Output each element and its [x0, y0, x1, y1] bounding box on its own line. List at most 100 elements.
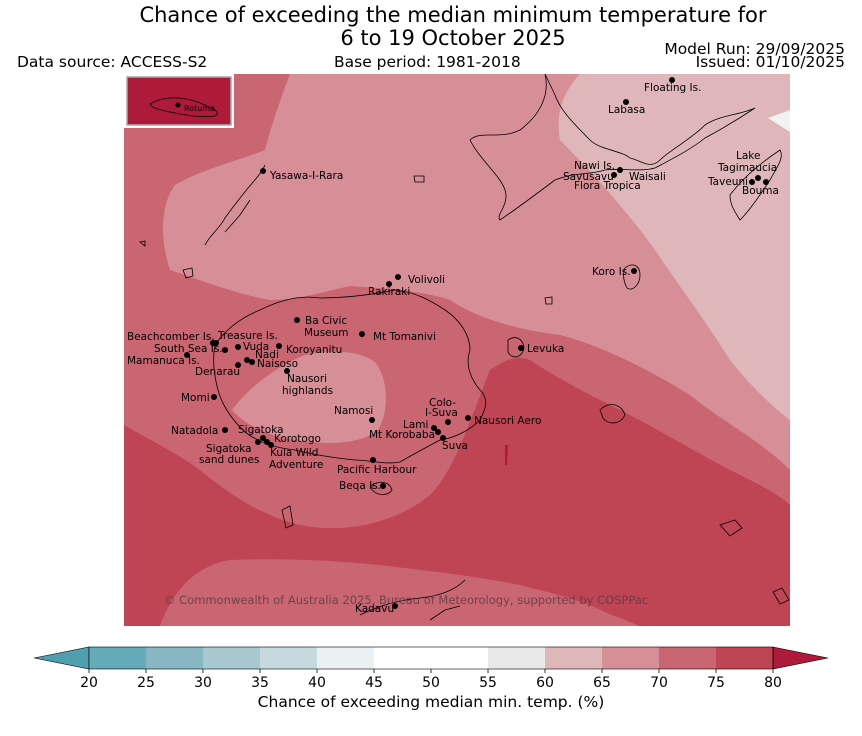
- colorbar-tick-label: 55: [479, 675, 497, 691]
- label-nausori-highlands-1: Nausori: [287, 373, 327, 385]
- label-kula-1: Kula Wild: [270, 447, 318, 459]
- band-65-70-inland: [232, 351, 386, 443]
- kadavu-coast: [359, 579, 466, 621]
- colorbar-segment-35-40: [260, 647, 317, 669]
- rotuma-inset: [124, 74, 234, 128]
- label-namosi: Namosi: [334, 405, 373, 417]
- label-bouma: Bouma: [742, 185, 779, 197]
- yasawa-coast: [204, 164, 266, 246]
- label-mt-tomanivi: Mt Tomanivi: [373, 331, 436, 343]
- label-levuka: Levuka: [527, 343, 564, 355]
- label-rakiraki: Rakiraki: [368, 286, 410, 298]
- label-kadavu: Kadavu: [355, 603, 394, 615]
- map-contours: [124, 74, 790, 626]
- colorbar-tick-label: 65: [593, 675, 611, 691]
- label-museum: Museum: [304, 327, 349, 339]
- band-above80: [505, 445, 508, 465]
- label-flora: Flora Tropica: [574, 180, 641, 192]
- label-nawi: Nawi Is.: [574, 160, 615, 172]
- model-run-label: Model Run: 29/09/2025: [664, 40, 845, 58]
- label-lake: Lake: [736, 150, 760, 162]
- label-denarau: Denarau: [195, 366, 240, 378]
- label-koro: Koro Is.: [592, 266, 631, 278]
- label-waisali: Waisali: [629, 171, 666, 183]
- copyright-notice: © Commonwealth of Australia 2025, Bureau…: [164, 593, 648, 607]
- inset-rotuma-label: Rotuma: [184, 104, 215, 113]
- colorbar-segment-45-50: [374, 647, 431, 669]
- label-volivoli: Volivoli: [408, 274, 445, 286]
- label-sigatoka-dunes-1: Sigatoka: [206, 443, 252, 455]
- label-yasawa: Yasawa-I-Rara: [269, 170, 343, 182]
- colorbar-tick-label: 70: [650, 675, 668, 691]
- band-75-80: [124, 358, 790, 626]
- label-suva: Suva: [442, 440, 468, 452]
- label-taveuni: Taveuni: [707, 176, 748, 188]
- label-savusavu: Savusavu: [563, 171, 614, 183]
- colorbar-ticks: 20 25 30 35 40 45 50 55 60 65 70 75 80: [80, 669, 782, 691]
- label-nadi: Nadi: [255, 349, 279, 361]
- label-sigatoka: Sigatoka: [238, 424, 284, 436]
- label-ba-civic: Ba Civic: [305, 315, 347, 327]
- colorbar-tick-label: 35: [251, 675, 269, 691]
- colorbar-segment-25-30: [146, 647, 203, 669]
- issued-label: Issued: 01/10/2025: [695, 53, 845, 71]
- label-natadola: Natadola: [171, 425, 218, 437]
- base-period-label: Base period: 1981-2018: [334, 53, 521, 71]
- colorbar-tick-label: 60: [536, 675, 554, 691]
- colorbar-segment-50-55: [431, 647, 488, 669]
- label-floating-is: Floating Is.: [644, 82, 701, 94]
- label-labasa: Labasa: [608, 104, 645, 116]
- band-55-60: [768, 110, 790, 132]
- label-treasure: Treasure Is.: [217, 330, 278, 342]
- map-title-line2: 6 to 19 October 2025: [340, 26, 566, 50]
- label-mt-korobaba: Mt Korobaba: [369, 429, 435, 441]
- colorbar-tick-label: 30: [194, 675, 212, 691]
- colorbar-segment-65-70: [602, 647, 659, 669]
- label-nausori-highlands-2: highlands: [282, 385, 333, 397]
- label-beqa: Beqa Is.: [339, 480, 381, 492]
- label-naisoso: Naisoso: [257, 358, 298, 370]
- label-pacific-harbour: Pacific Harbour: [337, 464, 417, 476]
- label-kula-2: Adventure: [269, 459, 323, 471]
- label-koroyanitu: Koroyanitu: [286, 344, 342, 356]
- colorbar-segment-40-45: [317, 647, 374, 669]
- label-sigatoka-dunes-2: sand dunes: [199, 454, 259, 466]
- colorbar-segment-75-80: [716, 647, 773, 669]
- islet-coasts: [139, 175, 790, 605]
- label-beachcomber: Beachcomber Is.: [127, 331, 215, 343]
- colorbar-tick-label: 80: [764, 675, 782, 691]
- label-colo-1: Colo-: [429, 397, 456, 409]
- colorbar-segment-60-65: [545, 647, 602, 669]
- label-momi: Momi: [181, 392, 210, 404]
- label-lami: Lami: [403, 419, 428, 431]
- colorbar-extend-low: [33, 646, 90, 670]
- colorbar-label: Chance of exceeding median min. temp. (%…: [257, 693, 605, 711]
- colorbar-segment-30-35: [203, 647, 260, 669]
- band-60-65: [558, 74, 790, 420]
- label-south-sea: South Sea Is.: [154, 343, 223, 355]
- label-tagimaucia: Tagimaucia: [717, 162, 777, 174]
- band-70-75-south: [200, 564, 630, 626]
- map-title-line1: Chance of exceeding the median minimum t…: [139, 3, 767, 27]
- vanua-levu-coast: [469, 73, 756, 221]
- taveuni-coast: [729, 149, 782, 221]
- koro-coast: [623, 264, 641, 290]
- label-vuda: Vuda: [243, 341, 269, 353]
- label-nausori-aero: Nausori Aero: [474, 415, 541, 427]
- colorbar-segments: [33, 646, 829, 670]
- place-text: Rotuma Floating Is. Labasa Yasawa-I-Rara…: [127, 82, 779, 615]
- colorbar-tick-label: 45: [365, 675, 383, 691]
- beqa-coast: [371, 481, 393, 495]
- label-mamanuca: Mamanuca Is.: [127, 355, 200, 367]
- data-source-label: Data source: ACCESS-S2: [17, 53, 208, 71]
- colorbar-segment-55-60: [488, 647, 545, 669]
- colorbar-tick-label: 25: [137, 675, 155, 691]
- colorbar-tick-label: 75: [707, 675, 725, 691]
- colorbar-extend-high: [772, 646, 829, 670]
- label-colo-2: I-Suva: [425, 407, 458, 419]
- label-korotogo: Korotogo: [274, 433, 321, 445]
- colorbar-segment-20-25: [89, 647, 146, 669]
